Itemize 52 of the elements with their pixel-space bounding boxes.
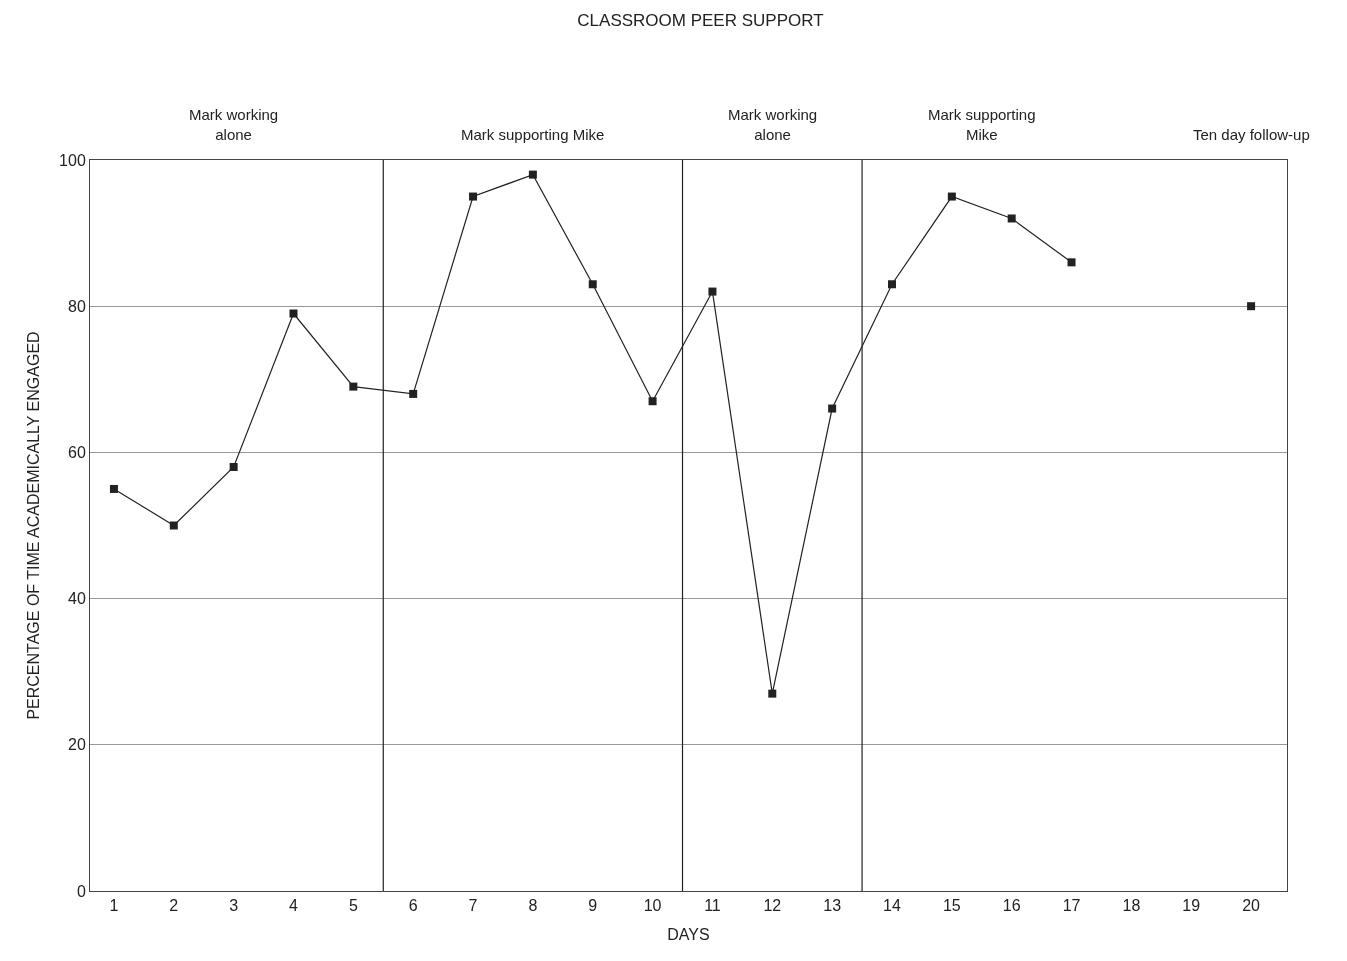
y-tick-label: 80 [68,297,86,315]
y-tick-label: 60 [68,444,86,461]
point [1067,258,1076,267]
x-tick-label: 20 [1242,897,1261,915]
x-tick-label: 12 [763,897,782,915]
y-tick-label: 0 [76,882,86,900]
y-tick-label: 40 [68,590,86,608]
point [588,280,597,289]
x-tick-label: 5 [348,897,358,915]
y-tick-label: 20 [68,736,86,754]
y-axis-title: PERCENTAGE OF TIME ACADEMICALLY ENGAGED [25,331,42,720]
text: Mark working alone [728,106,818,143]
point [349,382,358,391]
x-tick-label: 6 [408,897,418,915]
x-tick-label: 3 [229,897,239,915]
x-tick-label: 10 [643,897,662,915]
x-tick-label: 18 [1122,897,1141,915]
text: Ten day follow-up [1193,126,1310,143]
x-tick-label: 8 [528,897,538,915]
x-tick-label: 13 [823,897,842,915]
x-axis-title: DAYS [667,925,710,943]
x-tick-label: 16 [1002,897,1021,915]
text: Mark supporting Mike [461,126,605,143]
point [947,192,956,201]
text: Mark working alone [189,106,279,143]
x-tick-label: 1 [109,897,119,915]
point [289,309,298,318]
x-tick-label: 2 [169,897,179,915]
point [409,389,418,398]
point [469,192,478,201]
x-tick-label: 15 [942,897,961,915]
point [887,280,896,289]
point [828,404,837,413]
point [229,463,238,472]
x-tick-label: 9 [588,897,598,915]
point [1247,302,1256,311]
point [109,484,118,493]
point [1007,214,1016,223]
x-tick-label: 17 [1062,897,1081,915]
point [768,689,777,698]
y-tick-label: 100 [59,151,86,169]
point [528,170,537,179]
x-tick-label: 4 [289,897,299,915]
x-tick-label: 11 [704,897,721,915]
x-tick-label: 14 [883,897,901,915]
point [708,287,717,296]
point [169,521,178,530]
chart-title: CLASSROOM PEER SUPPORT [577,11,824,31]
point [648,397,657,406]
text: Mark supporting Mike [928,106,1036,143]
x-tick-label: 7 [468,897,478,915]
x-tick-label: 19 [1182,897,1201,915]
